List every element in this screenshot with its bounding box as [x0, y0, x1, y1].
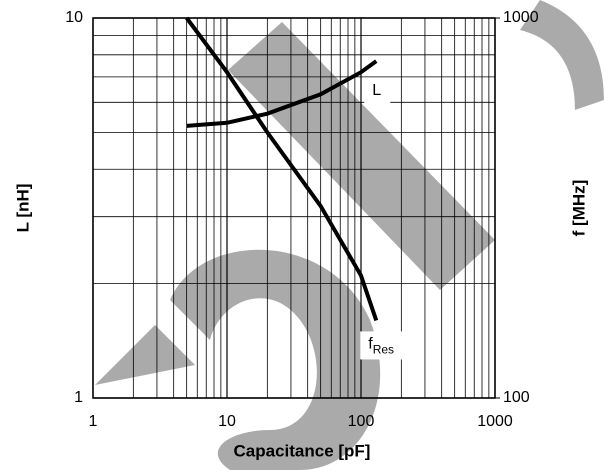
series-label: fRes [368, 336, 394, 357]
x-tick-label: 10 [218, 413, 236, 430]
y-tick-label: 1 [74, 389, 83, 406]
plot-frame [92, 17, 496, 399]
y2-axis-title: f [MHz] [569, 180, 588, 237]
line-series [185, 16, 379, 322]
line-series [186, 59, 378, 128]
x-tick-label: 1 [89, 413, 98, 430]
x-axis-title: Capacitance [pF] [234, 441, 371, 460]
x-tick-label: 1000 [477, 413, 513, 430]
y2-tick-label: 1000 [503, 9, 539, 26]
series-label: L [372, 82, 381, 99]
label-background [360, 331, 411, 360]
y-axis-title: L [nH] [13, 184, 32, 233]
y-tick-label: 10 [65, 9, 83, 26]
y2-tick-label: 100 [503, 389, 530, 406]
label-background [364, 78, 391, 107]
series-name: f [368, 336, 373, 353]
series-name-subscript: Res [373, 343, 394, 357]
series-name: L [372, 82, 381, 99]
x-tick-label: 100 [348, 413, 375, 430]
